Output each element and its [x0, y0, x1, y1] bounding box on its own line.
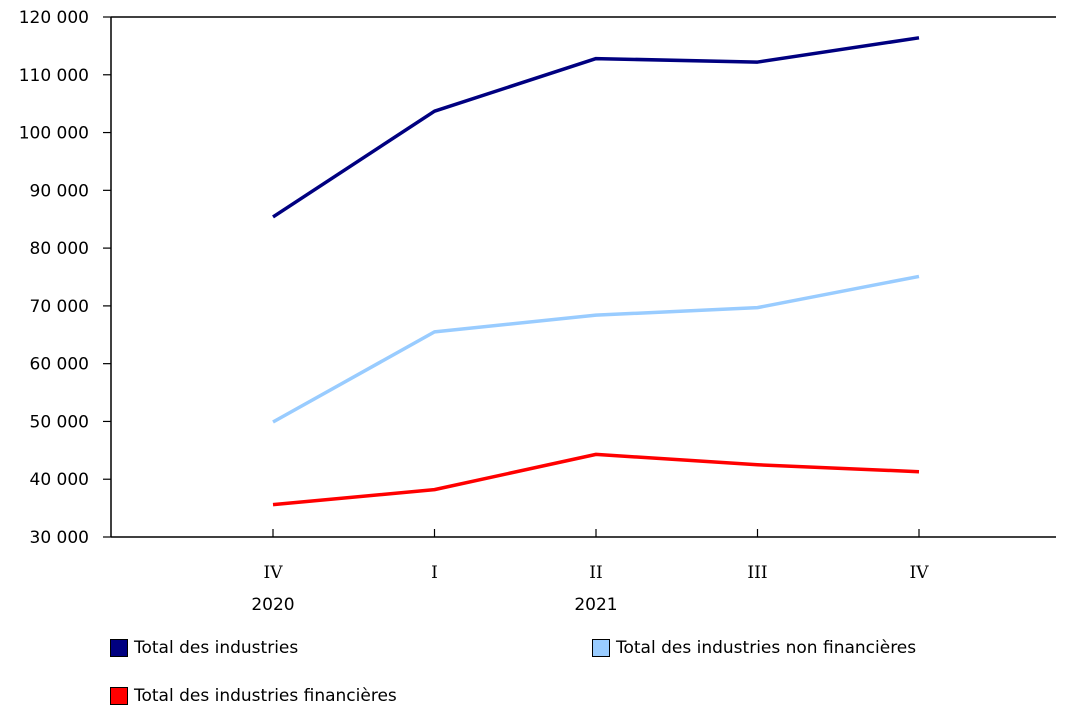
x-year-label: 2020: [251, 595, 294, 615]
x-tick-label: IV: [910, 563, 930, 583]
y-tick-label: 70 000: [30, 297, 89, 317]
x-year-label: 2021: [574, 595, 617, 615]
y-tick-label: 30 000: [30, 528, 89, 548]
series-line-1: [272, 274, 920, 424]
y-tick-label: 120 000: [19, 8, 89, 28]
x-tick-label: III: [747, 563, 767, 583]
y-tick-label: 60 000: [30, 355, 89, 375]
y-tick-label: 50 000: [30, 412, 89, 432]
x-tick-label: I: [431, 563, 438, 583]
y-tick-label: 110 000: [19, 66, 89, 86]
y-tick-label: 90 000: [30, 181, 89, 201]
y-axis-tick-labels: 30 000 40 000 50 000 60 000 70 000 80 000 90 0…: [19, 8, 89, 548]
series-line-2: [272, 452, 920, 507]
axes: [103, 16, 1056, 538]
series-lines: [272, 36, 920, 507]
y-tick-label: 40 000: [30, 470, 89, 490]
x-tick-label: II: [589, 563, 602, 583]
series-line-0: [272, 36, 920, 219]
y-tick-label: 80 000: [30, 239, 89, 259]
y-tick-label: 100 000: [19, 124, 89, 144]
x-tick-label: IV: [264, 563, 284, 583]
